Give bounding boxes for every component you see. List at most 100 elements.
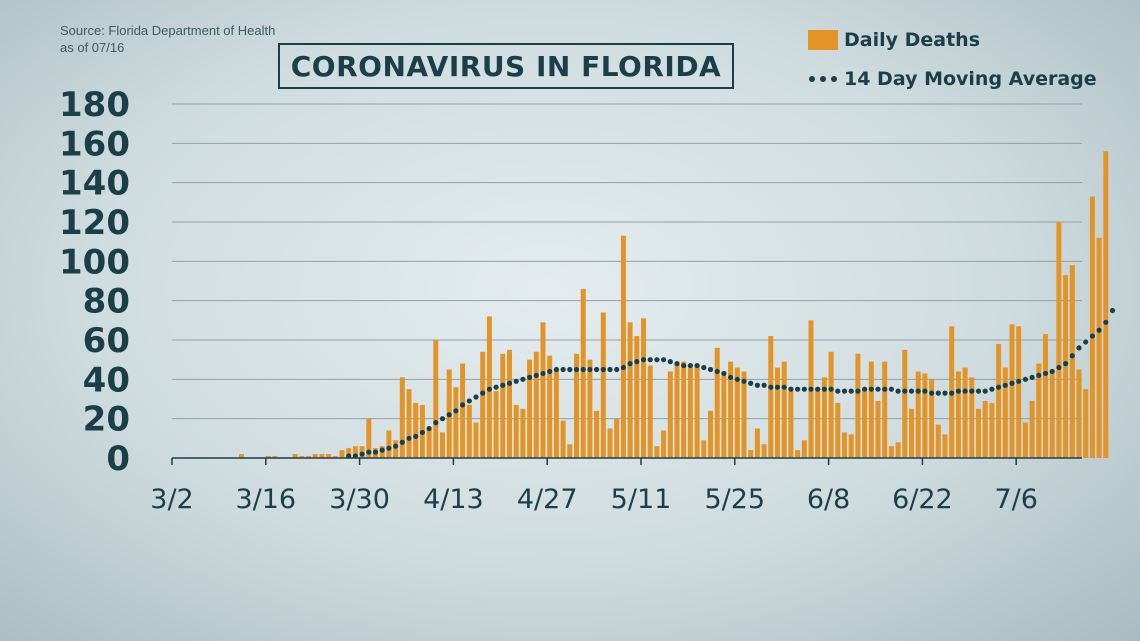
moving-average-point — [687, 362, 694, 369]
x-tick-label: 5/25 — [704, 484, 765, 515]
x-tick-label: 3/2 — [150, 484, 193, 515]
bar — [815, 387, 821, 458]
moving-average-point — [1056, 364, 1062, 371]
bar — [1063, 275, 1069, 458]
bar — [393, 440, 399, 458]
moving-average-point — [996, 384, 1002, 390]
source-note: Source: Florida Department of Health as … — [60, 22, 275, 56]
bar — [627, 322, 633, 458]
bar — [1022, 422, 1028, 458]
y-tick-label: 120 — [59, 203, 130, 243]
bar — [507, 349, 512, 458]
moving-average-point — [540, 370, 546, 377]
moving-average-point — [774, 384, 781, 390]
y-tick-label: 0 — [106, 439, 130, 479]
x-tick-label: 4/13 — [423, 484, 484, 515]
x-tick-label: 6/8 — [807, 484, 850, 515]
bar — [681, 361, 687, 458]
legend-label-daily-deaths: Daily Deaths — [844, 28, 981, 51]
moving-average-point — [607, 366, 613, 373]
bar — [801, 440, 807, 458]
x-tick-label: 3/30 — [329, 484, 390, 515]
bar — [399, 377, 405, 458]
bar — [989, 402, 995, 458]
moving-average-point — [406, 435, 412, 441]
moving-average-point — [795, 386, 801, 392]
bar — [620, 235, 626, 458]
moving-average-point — [728, 374, 734, 380]
bar — [888, 446, 894, 458]
moving-average-point — [929, 390, 935, 396]
moving-average-point — [1002, 382, 1008, 388]
legend-item-daily-deaths: Daily Deaths — [808, 26, 1097, 53]
bar — [687, 367, 693, 458]
moving-average-point — [748, 380, 754, 386]
moving-average-point — [781, 384, 787, 390]
moving-average-point — [1009, 380, 1015, 386]
bar — [1029, 400, 1035, 458]
moving-average-point — [667, 359, 673, 365]
bar — [433, 340, 439, 458]
bar — [332, 456, 338, 458]
moving-average-point — [453, 408, 459, 414]
x-tick-label: 4/27 — [517, 484, 578, 515]
bar — [882, 361, 888, 458]
bar — [922, 373, 928, 458]
moving-average-point — [969, 388, 975, 394]
y-tick-label: 20 — [83, 400, 130, 440]
moving-average-point — [868, 386, 874, 392]
bar — [493, 391, 499, 458]
bar — [500, 353, 506, 458]
moving-average-point — [359, 451, 365, 457]
bar — [728, 361, 734, 458]
bar — [647, 365, 653, 458]
bar — [828, 351, 834, 458]
moving-average-point — [768, 384, 774, 390]
bar — [600, 312, 606, 458]
bar — [694, 365, 700, 458]
legend-item-moving-average: 14 Day Moving Average — [808, 65, 1097, 92]
moving-average-point — [647, 357, 653, 363]
moving-average-point — [547, 368, 553, 375]
bar — [1056, 222, 1062, 458]
y-tick-label: 140 — [59, 164, 130, 204]
bar — [902, 349, 908, 458]
moving-average-point — [915, 388, 921, 394]
bar — [862, 389, 868, 458]
bar — [748, 450, 754, 458]
bar — [875, 400, 881, 458]
bar — [795, 450, 801, 458]
bar — [788, 387, 794, 458]
bar — [580, 288, 586, 458]
bar — [895, 442, 901, 458]
moving-average-point — [1063, 361, 1069, 367]
moving-average-point — [734, 376, 740, 382]
moving-average-point — [433, 420, 439, 426]
moving-average-point — [888, 386, 895, 392]
bar — [312, 454, 318, 458]
bar — [955, 371, 961, 458]
moving-average-point — [1016, 378, 1022, 384]
bar — [835, 402, 841, 458]
bar — [667, 371, 673, 458]
moving-average-point — [1036, 372, 1042, 378]
y-tick-label: 100 — [59, 242, 130, 282]
y-tick-label: 180 — [59, 85, 130, 125]
moving-average-point — [527, 374, 533, 380]
bar — [734, 367, 740, 458]
moving-average-point — [681, 362, 687, 369]
moving-average-point — [399, 439, 405, 445]
bar — [574, 353, 579, 458]
bar — [413, 402, 419, 458]
moving-average-point — [1083, 339, 1089, 345]
bar — [265, 456, 271, 458]
moving-average-point — [808, 386, 814, 392]
gridlines — [172, 103, 1082, 420]
moving-average-point — [1103, 319, 1109, 325]
bar — [761, 444, 767, 458]
x-axis-ticks: 3/2 3/16 3/30 4/13 4/27 5/11 5/25 6/8 6/22 7/6 — [150, 458, 1038, 515]
bar — [674, 363, 680, 458]
bar — [1049, 369, 1055, 458]
moving-average-point — [661, 357, 667, 363]
